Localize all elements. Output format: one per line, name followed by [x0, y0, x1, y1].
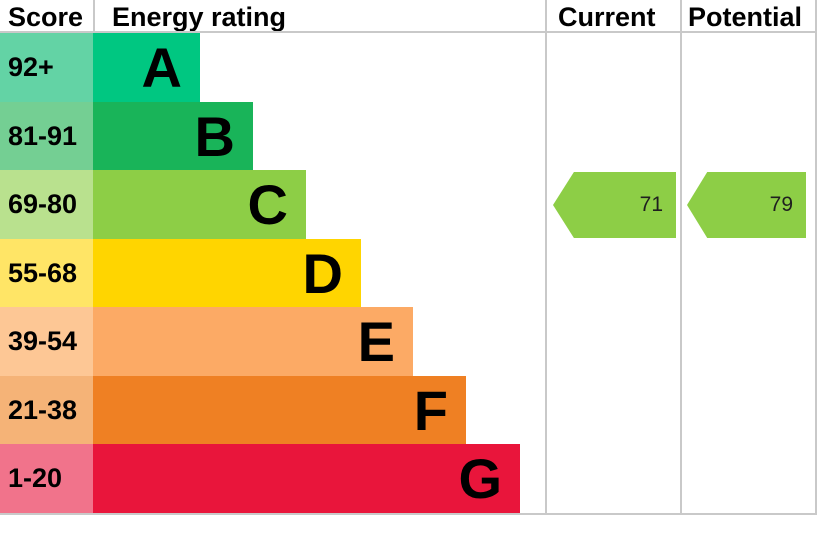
- band-bar-a: A: [93, 33, 200, 102]
- score-range-e: 39-54: [0, 307, 93, 376]
- potential-rating-value: 79: [769, 193, 793, 216]
- score-header: Score: [8, 2, 84, 32]
- band-bar-b: B: [93, 102, 253, 170]
- band-bar-f: F: [93, 376, 466, 444]
- score-range-d: 55-68: [0, 239, 93, 307]
- potential-rating-arrow: 79: [687, 172, 806, 238]
- score-range-f: 21-38: [0, 376, 93, 444]
- current-rating-value: 71: [639, 193, 663, 216]
- potential-header: Potential: [688, 2, 803, 32]
- current-column-divider: [545, 0, 547, 515]
- chart-right-border: [815, 0, 817, 515]
- band-bar-d: D: [93, 239, 361, 307]
- current-rating-arrow: 71: [553, 172, 676, 238]
- score-range-a: 92+: [0, 33, 93, 102]
- score-range-c: 69-80: [0, 170, 93, 239]
- header-divider-line: [0, 31, 817, 33]
- score-range-g: 1-20: [0, 444, 93, 513]
- current-header: Current: [558, 2, 656, 32]
- chart-bottom-border: [0, 513, 817, 515]
- score-column-divider: [93, 0, 95, 31]
- band-bar-c: C: [93, 170, 306, 239]
- score-range-b: 81-91: [0, 102, 93, 170]
- band-bar-e: E: [93, 307, 413, 376]
- potential-column-divider: [680, 0, 682, 515]
- energy-rating-header: Energy rating: [112, 2, 287, 32]
- band-bar-g: G: [93, 444, 520, 513]
